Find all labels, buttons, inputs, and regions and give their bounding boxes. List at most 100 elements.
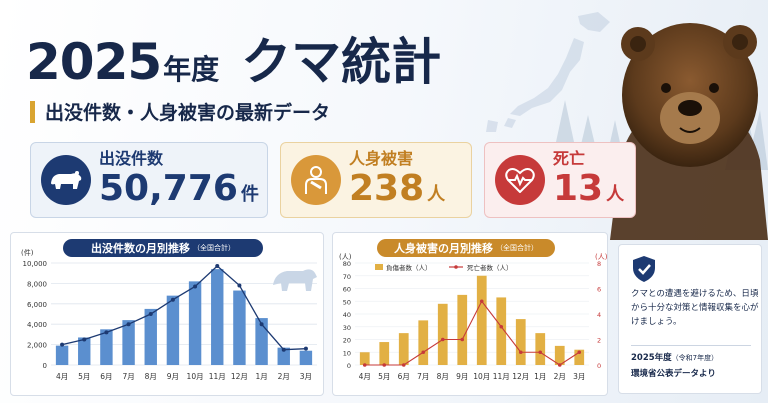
x-tick-label: 8月 <box>437 372 449 381</box>
x-tick-label: 12月 <box>512 372 529 381</box>
legend-marker-deaths <box>454 265 458 269</box>
injuries-bar <box>418 320 429 365</box>
injuries-bar <box>574 349 585 365</box>
shield-check-icon <box>633 256 655 282</box>
x-tick-label: 6月 <box>100 372 112 381</box>
sightings-bar <box>55 345 69 365</box>
safety-note-panel: クマとの遭遇を避けるため、日頃から十分な対策と情報収集を心がけましょう。 202… <box>618 244 762 394</box>
left-tick-label: 40 <box>343 311 351 319</box>
y-axis-unit: (件) <box>21 248 34 257</box>
left-tick-label: 50 <box>343 298 351 306</box>
sightings-point <box>104 330 109 335</box>
title-year: 2025 <box>26 33 162 91</box>
page-subtitle: 出没件数・人身被害の最新データ <box>30 98 330 125</box>
injuries-bar <box>398 333 409 365</box>
sightings-chart-panel: (件) 0 2,000 4,000 6,000 8,000 10,000 4月 5月 6月 7月 8月… <box>10 232 324 396</box>
sightings-stat-card: 出没件数 50,776 件 <box>30 142 268 218</box>
deaths-point <box>479 299 484 304</box>
sightings-point <box>215 264 220 269</box>
x-tick-label: 9月 <box>456 372 468 381</box>
y-tick-label: 10,000 <box>23 260 48 268</box>
right-tick-label: 2 <box>597 337 601 345</box>
sightings-chart-subtitle: （全国合計） <box>193 244 235 252</box>
x-tick-label: 5月 <box>378 372 390 381</box>
sightings-value-row: 50,776 件 <box>99 169 259 215</box>
left-tick-label: 0 <box>347 362 351 370</box>
deaths-point <box>577 350 582 355</box>
safety-message: クマとの遭遇を避けるため、日頃から十分な対策と情報収集を心がけましょう。 <box>631 289 759 327</box>
note-divider <box>631 345 751 346</box>
x-tick-label: 12月 <box>231 372 248 381</box>
deaths-value-row: 13 人 <box>553 169 624 215</box>
x-tick-label: 7月 <box>417 372 429 381</box>
title-nendo: 年度 <box>163 53 220 86</box>
damage-chart: (人) (人) 0 10 20 30 40 50 60 70 80 0 2 4 6 8 負傷者数（人） 死亡者数（… <box>339 253 608 381</box>
x-tick-label: 1月 <box>255 372 267 381</box>
subtitle-accent-bar <box>30 100 35 123</box>
x-tick-label: 4月 <box>56 372 68 381</box>
deaths-value: 13 <box>553 168 604 209</box>
x-tick-label: 7月 <box>122 372 134 381</box>
deaths-point <box>362 363 367 367</box>
sightings-bar <box>277 347 290 365</box>
sightings-bar <box>122 320 135 365</box>
deaths-stat-card: 死亡 13 人 <box>484 142 636 218</box>
sightings-point <box>193 284 198 289</box>
injured-person-icon <box>291 155 341 205</box>
source-year-line: 2025年度（令和7年度） <box>631 351 718 363</box>
sightings-bar <box>166 295 180 365</box>
damage-chart-panel: (人) (人) 0 10 20 30 40 50 60 70 80 0 2 4 6 8 負傷者数（人） 死亡者数（… <box>332 232 608 396</box>
injuries-value: 238 <box>349 168 425 209</box>
x-tick-label: 1月 <box>534 372 546 381</box>
sightings-value: 50,776 <box>99 168 238 209</box>
y-tick-label: 8,000 <box>27 280 47 288</box>
sightings-bar <box>255 318 268 365</box>
sightings-bar <box>144 308 157 365</box>
sightings-point <box>148 312 153 316</box>
right-axis-unit: (人) <box>595 253 608 261</box>
x-tick-label: 3月 <box>573 372 585 381</box>
right-tick-label: 0 <box>597 362 601 370</box>
sightings-chart-header: 出没件数の月別推移 （全国合計） <box>63 239 263 257</box>
deaths-point <box>382 363 387 367</box>
injuries-bar <box>515 319 526 365</box>
sightings-point <box>259 322 264 327</box>
x-tick-label: 3月 <box>300 372 312 381</box>
left-tick-label: 20 <box>343 337 351 345</box>
source-year-sub: （令和7年度） <box>671 354 719 362</box>
injuries-value-row: 238 人 <box>349 169 445 215</box>
x-tick-label: 6月 <box>398 372 410 381</box>
page-title: 2025 年度 クマ統計 <box>26 22 441 94</box>
injuries-bar <box>535 333 546 365</box>
left-tick-label: 10 <box>343 349 351 357</box>
deaths-point <box>518 350 523 355</box>
legend-swatch-injuries <box>375 264 383 270</box>
x-tick-label: 4月 <box>359 372 371 381</box>
deaths-point <box>440 337 445 342</box>
y-tick-label: 0 <box>43 362 47 370</box>
injuries-stat-card: 人身被害 238 人 <box>280 142 472 218</box>
x-tick-label: 10月 <box>473 372 490 381</box>
sightings-chart: (件) 0 2,000 4,000 6,000 8,000 10,000 4月 5月 6月 7月 8月… <box>21 248 317 381</box>
injuries-bar <box>476 275 487 365</box>
sightings-bar <box>78 337 91 365</box>
x-tick-label: 5月 <box>78 372 90 381</box>
title-main: クマ統計 <box>241 33 442 91</box>
sightings-bar <box>233 290 246 365</box>
right-tick-label: 8 <box>597 260 601 268</box>
x-tick-label: 2月 <box>278 372 290 381</box>
deaths-point <box>421 350 426 355</box>
injuries-bar <box>496 297 507 365</box>
injuries-unit: 人 <box>427 184 446 205</box>
sightings-point <box>281 347 286 352</box>
deaths-point <box>460 337 465 342</box>
bear-icon <box>41 155 91 205</box>
sightings-line <box>61 265 306 351</box>
deaths-point <box>499 324 504 329</box>
damage-chart-title: 人身被害の月別推移 <box>394 242 493 255</box>
bear-silhouette-icon <box>273 269 317 291</box>
sightings-bar <box>100 329 113 365</box>
right-tick-label: 4 <box>597 311 601 319</box>
injuries-bar <box>457 294 468 365</box>
left-tick-label: 70 <box>343 273 351 281</box>
